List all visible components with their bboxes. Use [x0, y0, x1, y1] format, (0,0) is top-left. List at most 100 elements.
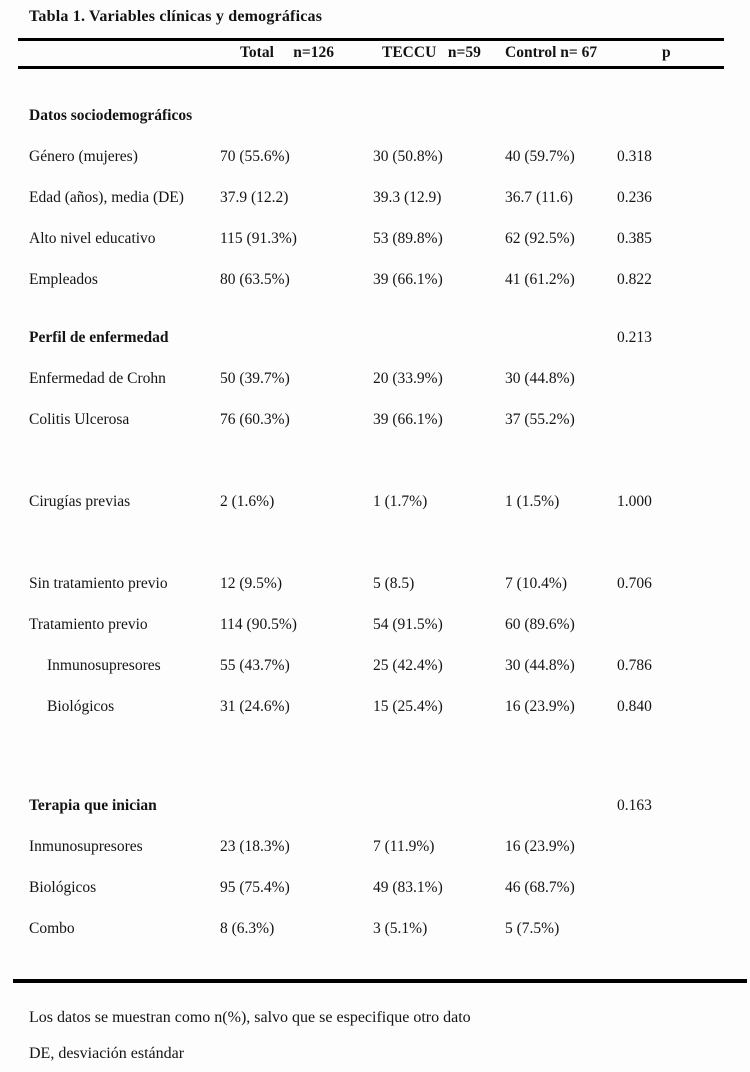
- row-label: Biológicos: [47, 697, 115, 715]
- cell-control: 30 (44.8%): [505, 656, 575, 674]
- cell-teccu: 39 (66.1%): [373, 410, 443, 428]
- table-row: Inmunosupresores 55 (43.7%) 25 (42.4%) 30 (…: [0, 645, 750, 686]
- table-header-rule: [18, 66, 724, 69]
- table-row: Alto nivel educativo 115 (91.3%) 53 (89.8%…: [0, 218, 750, 259]
- cell-total: 23 (18.3%): [220, 837, 290, 855]
- table-footnotes: Los datos se muestran como n(%), salvo q…: [29, 1000, 471, 1072]
- row-label: Género (mujeres): [29, 147, 138, 165]
- table-row: Tratamiento previo 114 (90.5%) 54 (91.5%) 6…: [0, 604, 750, 645]
- row-label: Inmunosupresores: [29, 837, 143, 855]
- column-header-control: Control n= 67: [505, 44, 598, 61]
- cell-control: 36.7 (11.6): [505, 188, 573, 206]
- column-header-teccu: TECCU n=59: [382, 44, 481, 61]
- section-row: Terapia que inician 0.163: [0, 785, 750, 826]
- row-label: Tratamiento previo: [29, 615, 148, 633]
- spacer-row: [0, 522, 750, 563]
- cell-total: 114 (90.5%): [220, 615, 297, 633]
- row-label: Colitis Ulcerosa: [29, 410, 130, 428]
- cell-total: 31 (24.6%): [220, 697, 290, 715]
- table-row: Enfermedad de Crohn 50 (39.7%) 20 (33.9%) 3…: [0, 358, 750, 399]
- cell-teccu: 39 (66.1%): [373, 270, 443, 288]
- row-label: Terapia que inician: [29, 796, 157, 814]
- spacer-row: [0, 727, 750, 768]
- cell-p: 0.840: [617, 697, 652, 715]
- cell-total: 80 (63.5%): [220, 270, 290, 288]
- cell-total: 95 (75.4%): [220, 878, 290, 896]
- table-row: Inmunosupresores 23 (18.3%) 7 (11.9%) 16 (2…: [0, 826, 750, 867]
- table-row: Sin tratamiento previo 12 (9.5%) 5 (8.5) 7 …: [0, 563, 750, 604]
- section-row: Perfil de enfermedad 0.213: [0, 317, 750, 358]
- cell-total: 2 (1.6%): [220, 492, 275, 510]
- row-label: Edad (años), media (DE): [29, 188, 184, 206]
- cell-p: 1.000: [617, 492, 652, 510]
- cell-control: 5 (7.5%): [505, 919, 560, 937]
- cell-control: 40 (59.7%): [505, 147, 575, 165]
- footnote-de-abbreviation: DE, desviación estándar: [29, 1045, 185, 1062]
- row-label: Biológicos: [29, 878, 97, 896]
- row-label: Cirugías previas: [29, 492, 131, 510]
- table-row: Combo 8 (6.3%) 3 (5.1%) 5 (7.5%): [0, 908, 750, 949]
- cell-teccu: 30 (50.8%): [373, 147, 443, 165]
- cell-teccu: 3 (5.1%): [373, 919, 428, 937]
- cell-control: 41 (61.2%): [505, 270, 575, 288]
- table-bottom-rule: [13, 979, 747, 983]
- table-row: Edad (años), media (DE) 37.9 (12.2) 39.3 (…: [0, 177, 750, 218]
- cell-teccu: 53 (89.8%): [373, 229, 443, 247]
- cell-total: 8 (6.3%): [220, 919, 275, 937]
- cell-control: 7 (10.4%): [505, 574, 567, 592]
- cell-control: 37 (55.2%): [505, 410, 575, 428]
- cell-teccu: 54 (91.5%): [373, 615, 443, 633]
- cell-teccu: 15 (25.4%): [373, 697, 443, 715]
- cell-total: 50 (39.7%): [220, 369, 290, 387]
- cell-total: 37.9 (12.2): [220, 188, 289, 206]
- cell-total: 115 (91.3%): [220, 229, 297, 247]
- row-label: Enfermedad de Crohn: [29, 369, 166, 387]
- cell-control: 16 (23.9%): [505, 837, 575, 855]
- table-row: Biológicos 95 (75.4%) 49 (83.1%) 46 (68.7%): [0, 867, 750, 908]
- table-body: Datos sociodemográficos Género (mujeres) 7…: [0, 69, 750, 949]
- cell-p: 0.822: [617, 270, 652, 288]
- row-label: Empleados: [29, 270, 98, 288]
- cell-total: 55 (43.7%): [220, 656, 290, 674]
- cell-control: 16 (23.9%): [505, 697, 575, 715]
- cell-control: 62 (92.5%): [505, 229, 575, 247]
- section-row: Datos sociodemográficos: [0, 95, 750, 136]
- cell-teccu: 5 (8.5): [373, 574, 415, 592]
- footnote-data-format: Los datos se muestran como n(%), salvo q…: [29, 1009, 471, 1026]
- column-header-p: p: [662, 44, 671, 61]
- row-label: Datos sociodemográficos: [29, 106, 193, 124]
- cell-teccu: 25 (42.4%): [373, 656, 443, 674]
- table-row: Género (mujeres) 70 (55.6%) 30 (50.8%) 40 (…: [0, 136, 750, 177]
- table-row: Biológicos 31 (24.6%) 15 (25.4%) 16 (23.9%)…: [0, 686, 750, 727]
- cell-p: 0.163: [617, 796, 652, 814]
- table-row: Cirugías previas 2 (1.6%) 1 (1.7%) 1 (1.5%)…: [0, 481, 750, 522]
- table-row: Empleados 80 (63.5%) 39 (66.1%) 41 (61.2%) 0…: [0, 259, 750, 300]
- cell-p: 0.385: [617, 229, 652, 247]
- cell-teccu: 49 (83.1%): [373, 878, 443, 896]
- table-top-rule: [18, 38, 724, 41]
- cell-control: 46 (68.7%): [505, 878, 575, 896]
- cell-teccu: 20 (33.9%): [373, 369, 443, 387]
- row-label: Combo: [29, 919, 75, 937]
- row-label: Sin tratamiento previo: [29, 574, 168, 592]
- row-label: Perfil de enfermedad: [29, 328, 169, 346]
- cell-p: 0.318: [617, 147, 652, 165]
- cell-p: 0.213: [617, 328, 652, 346]
- cell-p: 0.786: [617, 656, 652, 674]
- row-label: Alto nivel educativo: [29, 229, 156, 247]
- column-header-total: Total n=126: [240, 44, 334, 61]
- spacer-row: [0, 440, 750, 481]
- table-row: Colitis Ulcerosa 76 (60.3%) 39 (66.1%) 37 (…: [0, 399, 750, 440]
- cell-control: 1 (1.5%): [505, 492, 560, 510]
- cell-control: 30 (44.8%): [505, 369, 575, 387]
- cell-p: 0.236: [617, 188, 652, 206]
- row-label: Inmunosupresores: [47, 656, 161, 674]
- cell-teccu: 1 (1.7%): [373, 492, 428, 510]
- cell-total: 76 (60.3%): [220, 410, 290, 428]
- table-title: Tabla 1. Variables clínicas y demográfic…: [29, 8, 323, 25]
- cell-p: 0.706: [617, 574, 652, 592]
- cell-teccu: 39.3 (12.9): [373, 188, 442, 206]
- cell-control: 60 (89.6%): [505, 615, 575, 633]
- cell-total: 70 (55.6%): [220, 147, 290, 165]
- cell-total: 12 (9.5%): [220, 574, 282, 592]
